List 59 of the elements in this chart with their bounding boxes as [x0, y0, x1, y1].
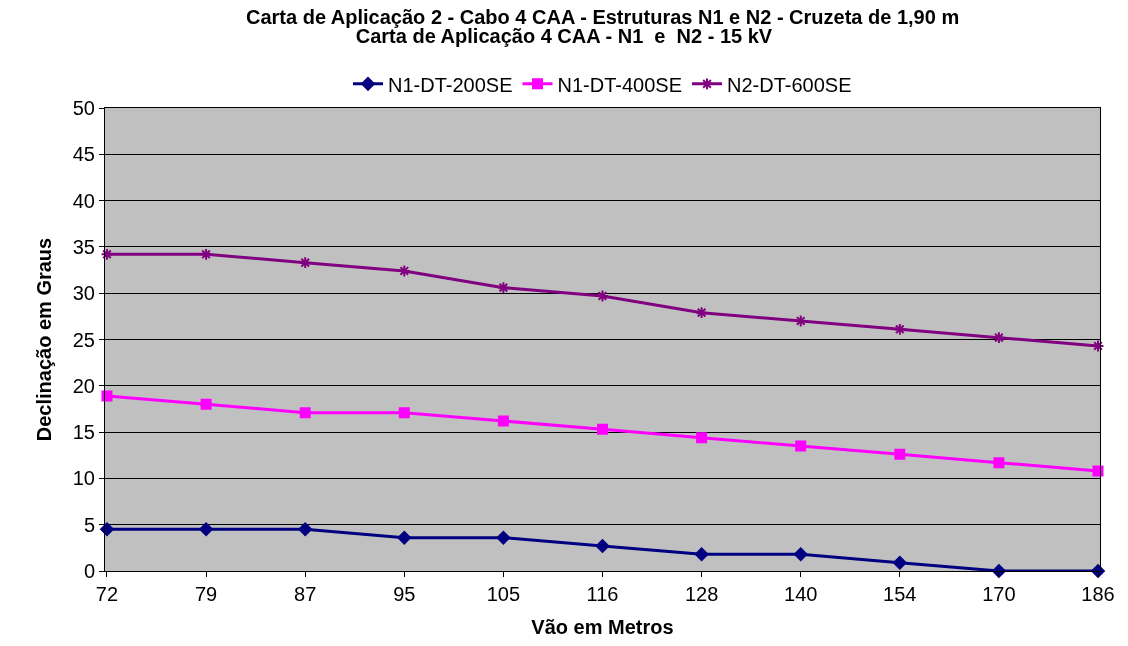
point	[696, 432, 708, 444]
x-tick-label: 116	[586, 583, 619, 605]
point	[694, 547, 709, 562]
point	[992, 331, 1006, 345]
point	[794, 314, 808, 328]
point	[200, 398, 212, 410]
point	[596, 289, 609, 303]
point	[894, 448, 906, 460]
point	[497, 281, 510, 295]
point	[397, 530, 412, 545]
x-tick-label: 186	[1081, 583, 1115, 605]
point	[1092, 465, 1104, 477]
y-axis-title: Declinação em Graus	[33, 237, 56, 442]
x-tick-label: 79	[194, 583, 218, 605]
point	[893, 322, 907, 336]
point	[299, 407, 311, 419]
point	[992, 564, 1006, 578]
x-tick-label: 170	[982, 583, 1016, 605]
y-tick-label: 45	[72, 143, 95, 166]
x-tick-label: 154	[883, 583, 917, 605]
point	[101, 390, 113, 402]
point	[595, 539, 610, 553]
point	[298, 522, 313, 537]
y-tick-label: 10	[72, 467, 95, 490]
point	[892, 555, 907, 570]
point	[793, 547, 808, 562]
point	[993, 457, 1005, 469]
text: Carta de Aplicação 2 - Cabo 4 CAA - Estruturas N1 e N2 - Cruzeta de 1,90 m	[246, 6, 960, 28]
legend-label: N2-DT-600SE	[727, 73, 852, 96]
point	[398, 407, 410, 419]
x-tick-label: 105	[486, 583, 521, 605]
y-tick-label: 50	[72, 97, 95, 119]
y-tick-label: 40	[72, 189, 95, 212]
point	[496, 530, 511, 545]
y-tick-label: 0	[83, 560, 95, 582]
x-tick-label: 140	[784, 583, 818, 605]
x-tick-label: 95	[393, 583, 416, 605]
x-tick-label: 128	[684, 583, 719, 605]
y-tick-label: 20	[72, 374, 95, 397]
x-tick-label: 72	[95, 583, 119, 605]
y-tick-label: 15	[72, 421, 95, 444]
point	[100, 247, 114, 261]
point	[397, 264, 411, 278]
legend-label: N1-DT-400SE	[557, 73, 682, 96]
x-axis-title: Vão em Metros	[531, 615, 674, 638]
y-tick-label: 30	[72, 282, 95, 305]
y-tick-label: 35	[72, 235, 95, 258]
point	[298, 256, 312, 270]
point	[1091, 339, 1105, 353]
point	[497, 415, 509, 427]
point	[795, 440, 807, 452]
x-tick-label: 87	[294, 583, 317, 605]
y-tick-label: 5	[83, 513, 95, 536]
y-tick-label: 25	[72, 328, 95, 351]
point	[695, 306, 708, 320]
point	[199, 247, 213, 261]
point	[597, 423, 608, 435]
point	[199, 522, 213, 537]
legend-label: N1-DT-200SE	[388, 73, 513, 96]
